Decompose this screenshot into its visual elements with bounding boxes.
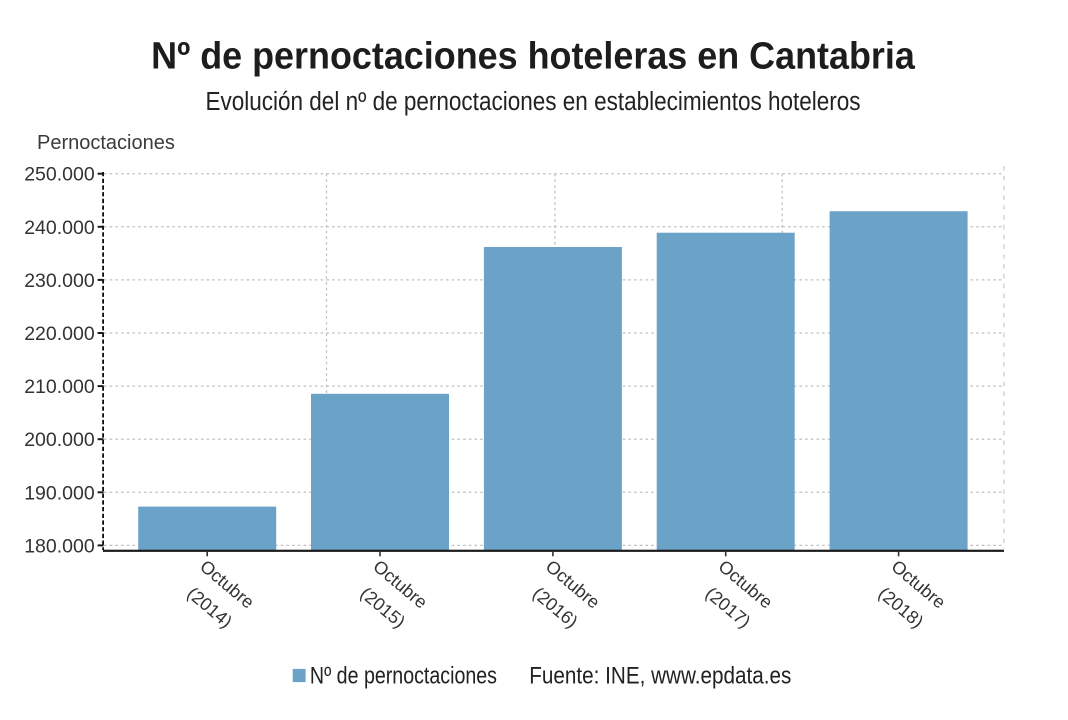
svg-text:Evolución del nº de pernoctaci: Evolución del nº de pernoctaciones en es… [205,88,860,117]
svg-text:Nº de pernoctaciones hoteleras: Nº de pernoctaciones hoteleras en Cantab… [151,35,915,77]
svg-text:250.000: 250.000 [24,164,95,186]
svg-text:200.000: 200.000 [24,429,95,451]
svg-text:240.000: 240.000 [24,217,95,239]
svg-text:230.000: 230.000 [24,270,95,292]
svg-text:190.000: 190.000 [24,482,95,504]
svg-text:Fuente: INE, www.epdata.es: Fuente: INE, www.epdata.es [529,662,791,689]
svg-text:Nº de pernoctaciones: Nº de pernoctaciones [310,662,497,689]
svg-text:220.000: 220.000 [24,323,95,345]
svg-text:210.000: 210.000 [24,376,95,398]
svg-text:180.000: 180.000 [24,535,95,557]
svg-text:Pernoctaciones: Pernoctaciones [37,132,175,154]
